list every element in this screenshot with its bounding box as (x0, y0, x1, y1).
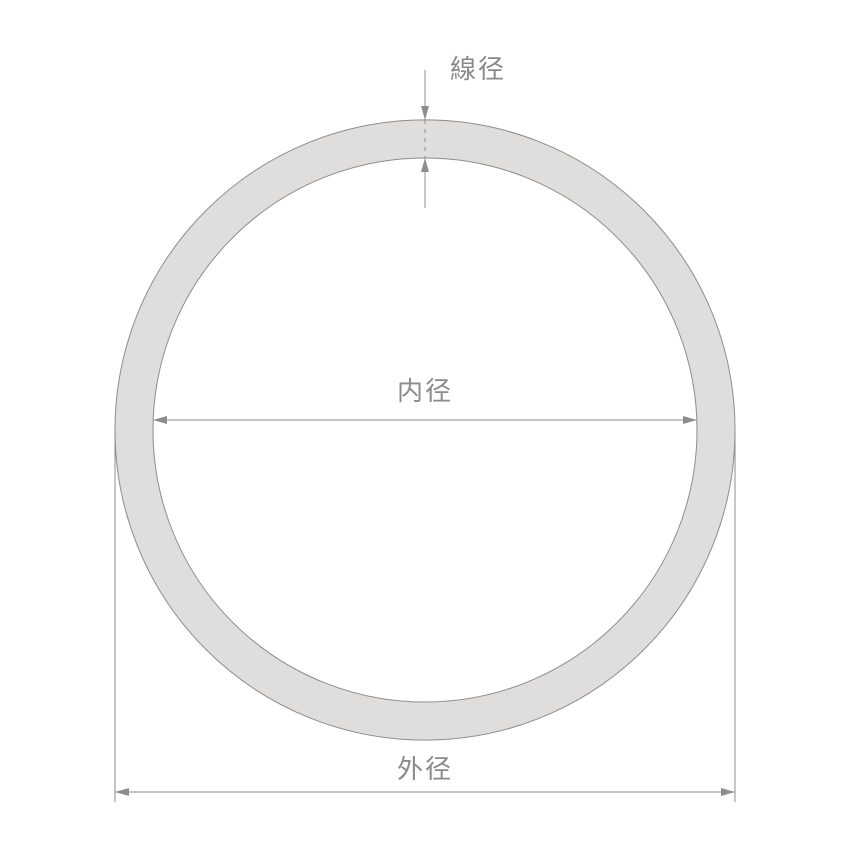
inner-dim-arrow-left (153, 416, 167, 424)
outer-dim-arrow-right (721, 788, 735, 796)
inner-dim-arrow-right (683, 416, 697, 424)
outer-diameter-label: 外径 (397, 754, 453, 784)
wire-dim-arrow-top (421, 106, 429, 120)
inner-diameter-label: 内径 (397, 376, 453, 406)
ring-shape (115, 120, 735, 740)
wire-diameter-label: 線径 (450, 54, 506, 84)
ring-diagram: 外径 内径 線径 (0, 0, 850, 850)
outer-dim-arrow-left (115, 788, 129, 796)
